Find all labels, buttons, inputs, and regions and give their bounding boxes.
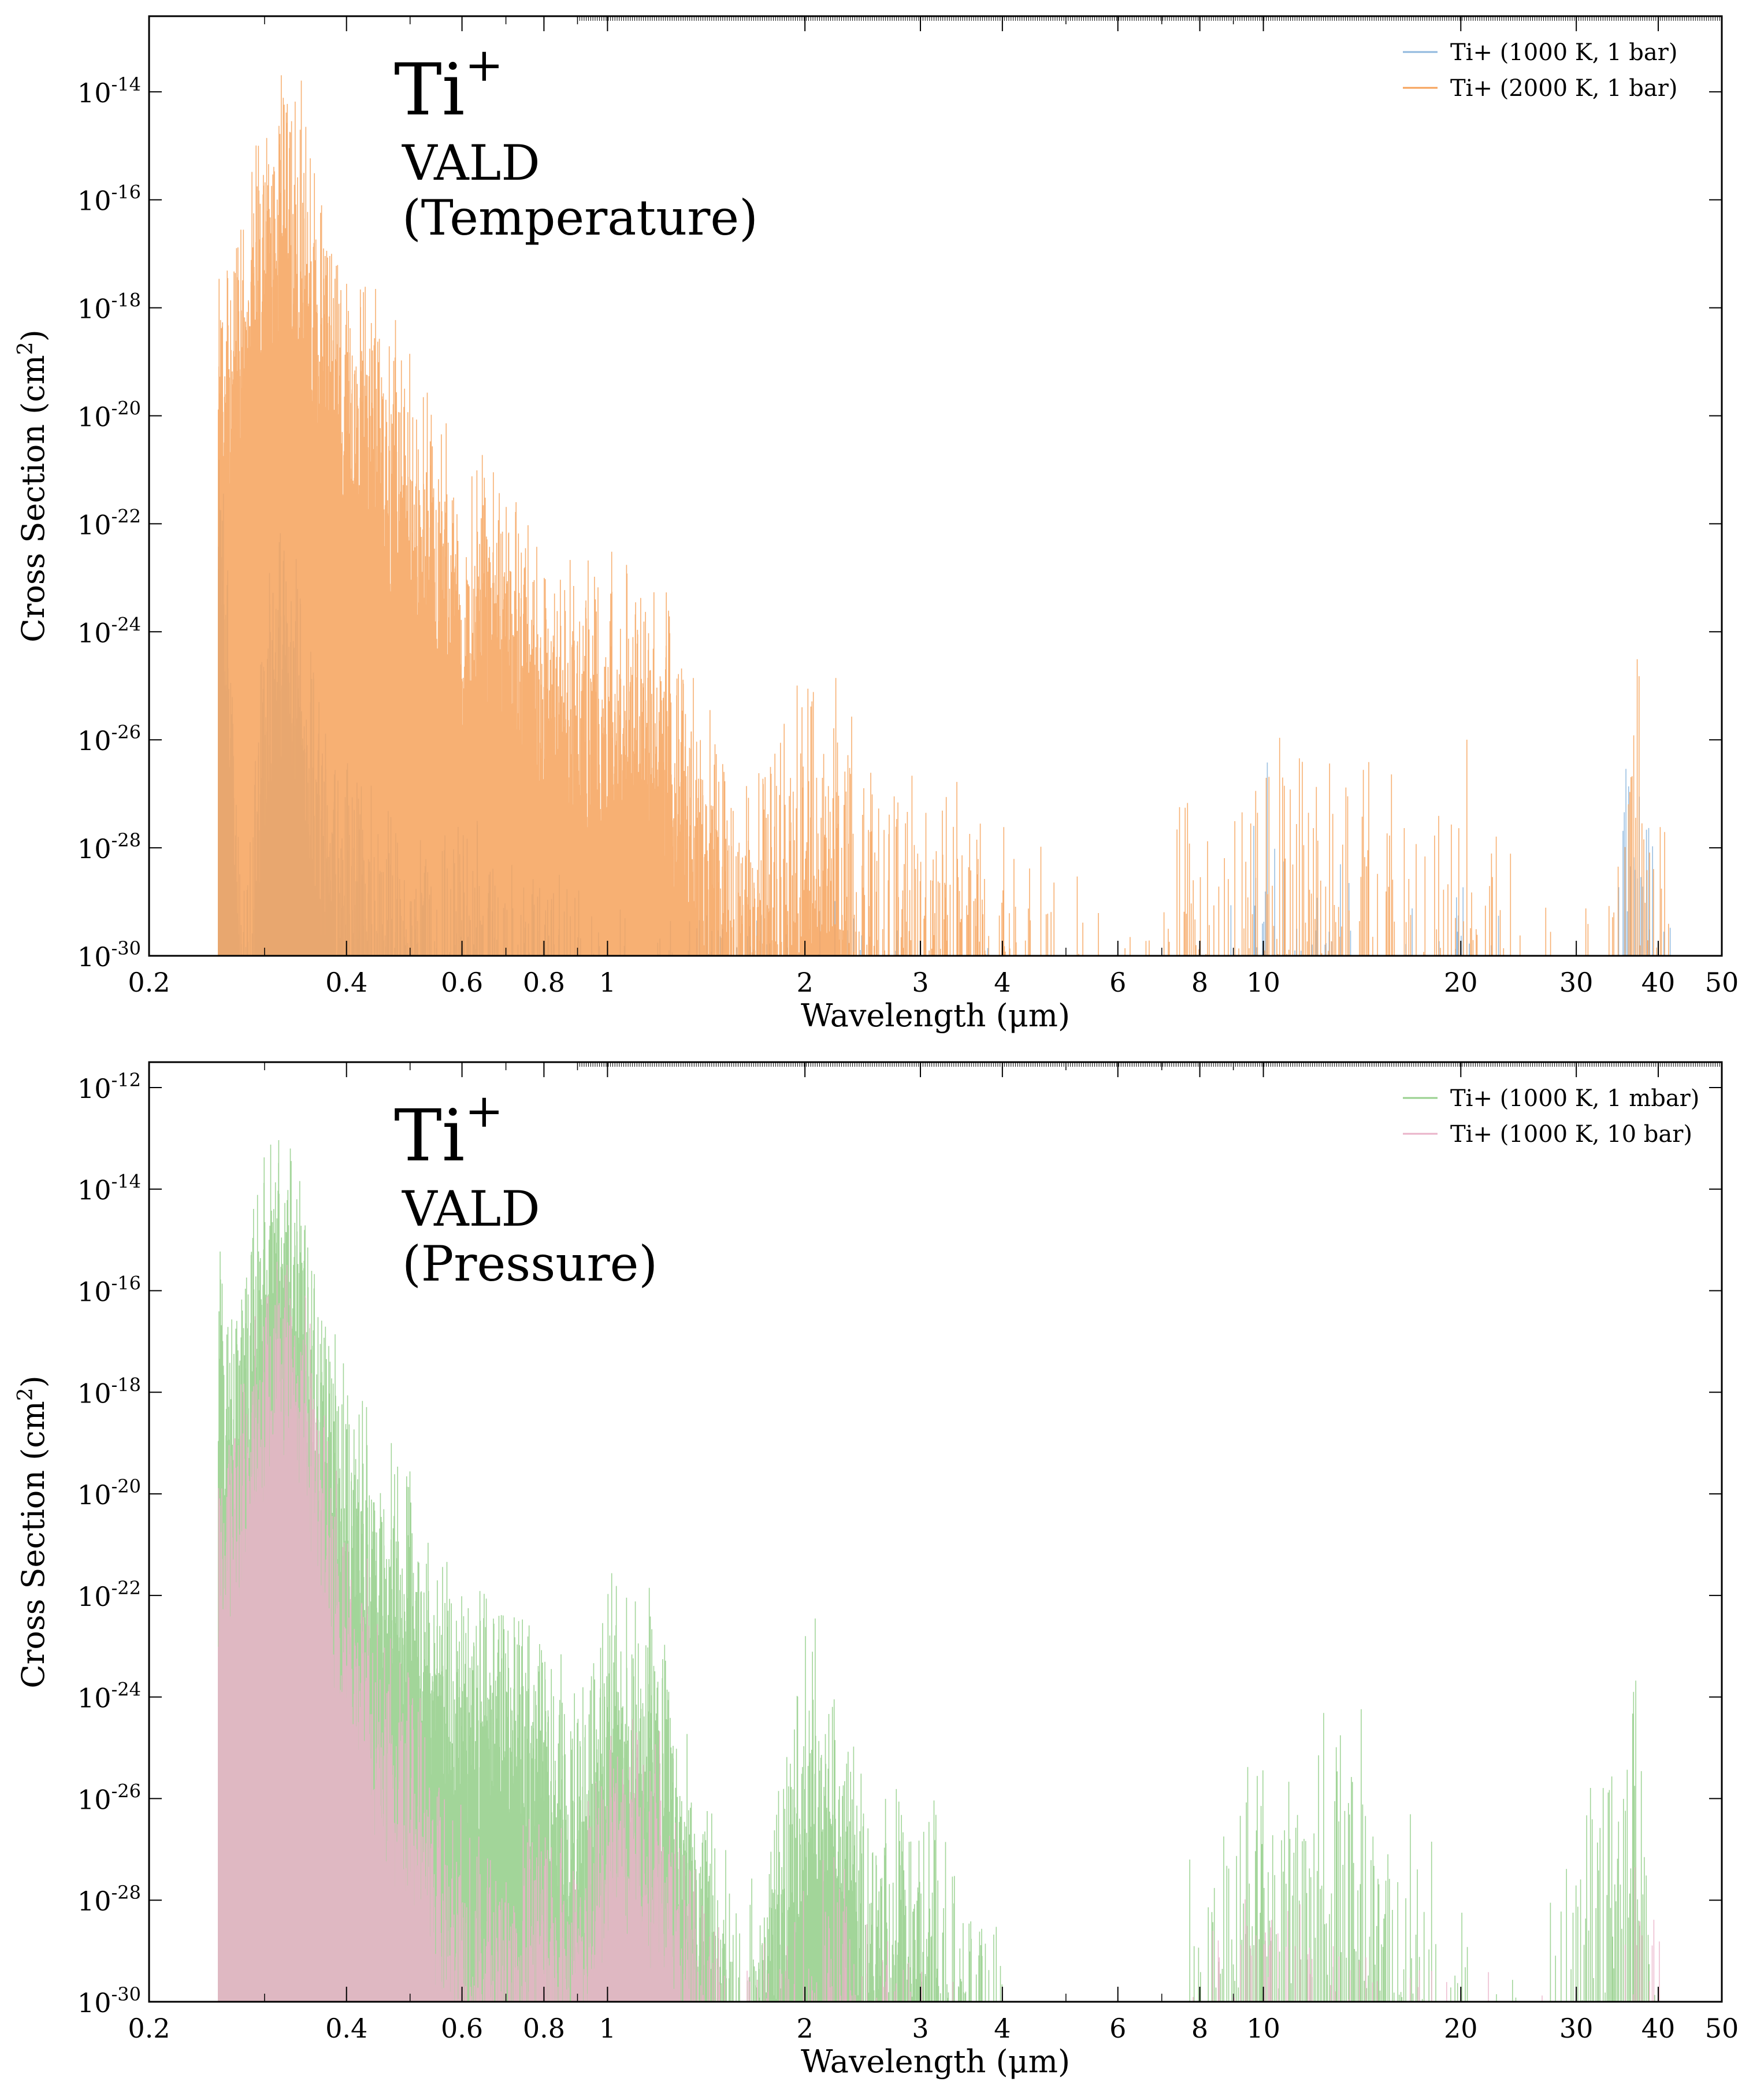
top-tick-band (577, 16, 1720, 21)
x-tick-label: 1 (599, 2013, 616, 2044)
x-tick-label: 3 (912, 2013, 929, 2044)
x-tick-label: 0.8 (523, 2013, 565, 2044)
y-tick-label: 10-12 (77, 1069, 141, 1104)
annotation-database: VALD (402, 1181, 540, 1237)
panel-temperature: 0.2 0.4 0.6 0.8 1 2 3 4 6 8 10 20 30 40 50 10-30 10-28 10… (14, 15, 1739, 1034)
y-tick-label: 10-18 (77, 290, 141, 325)
series-line-1 (218, 75, 1672, 956)
y-tick-label: 10-22 (77, 505, 141, 540)
y-tick-label: 10-16 (77, 181, 141, 217)
x-tick-label: 4 (994, 2013, 1011, 2044)
top-tick-band (577, 1062, 1720, 1067)
y-axis-label: Cross Section (cm2) (14, 329, 51, 642)
x-tick-label: 8 (1191, 967, 1208, 998)
y-tick-label: 10-26 (77, 1780, 141, 1815)
y-tick-label: 10-14 (77, 73, 141, 109)
x-tick-label: 20 (1444, 967, 1478, 998)
annotation-variant: (Pressure) (402, 1235, 658, 1292)
y-tick-label: 10-24 (77, 1679, 141, 1714)
x-tick-label: 10 (1246, 967, 1280, 998)
x-tick-label: 0.4 (325, 2013, 367, 2044)
x-tick-label: 6 (1109, 967, 1126, 998)
x-tick-label: 3 (912, 967, 929, 998)
x-tick-label: 40 (1641, 2013, 1676, 2044)
y-tick-label: 10-24 (77, 613, 141, 648)
x-tick-label: 2 (797, 967, 814, 998)
x-tick-label: 30 (1559, 967, 1594, 998)
y-tick-label: 10-16 (77, 1272, 141, 1308)
legend-label-1: Ti+ (1000 K, 10 bar) (1450, 1121, 1692, 1148)
x-tick-label: 30 (1559, 2013, 1594, 2044)
annotation-variant: (Temperature) (402, 190, 758, 246)
x-tick-label: 4 (994, 967, 1011, 998)
plot-area (218, 75, 1672, 956)
y-tick-label: 10-18 (77, 1374, 141, 1409)
x-tick-label: 20 (1444, 2013, 1478, 2044)
y-tick-label: 10-28 (77, 1882, 141, 1917)
series-line-0 (218, 1140, 1691, 2002)
plot-area (218, 1140, 1691, 2002)
y-tick-label: 10-30 (77, 1983, 141, 2019)
panel-pressure: 0.2 0.4 0.6 0.8 1 2 3 4 6 8 10 20 30 40 50 10-30 10-28 10… (14, 1061, 1739, 2080)
x-tick-label: 10 (1246, 2013, 1280, 2044)
x-tick-label: 40 (1641, 967, 1676, 998)
axes-frame (148, 1061, 1723, 2003)
legend-label-1: Ti+ (2000 K, 1 bar) (1450, 75, 1677, 102)
legend-label-0: Ti+ (1000 K, 1 bar) (1450, 39, 1677, 66)
x-tick-label: 0.2 (128, 2013, 170, 2044)
x-tick-label: 50 (1705, 2013, 1739, 2044)
x-tick-label: 1 (599, 967, 616, 998)
x-axis-label: Wavelength (μm) (801, 2043, 1070, 2080)
y-tick-label: 10-22 (77, 1577, 141, 1612)
y-axis-label: Cross Section (cm2) (14, 1375, 51, 1688)
legend-label-0: Ti+ (1000 K, 1 mbar) (1450, 1085, 1699, 1112)
x-tick-label: 0.6 (441, 967, 483, 998)
axes-frame (148, 15, 1723, 957)
y-tick-label: 10-26 (77, 721, 141, 756)
x-tick-label: 0.4 (325, 967, 367, 998)
x-tick-label: 2 (797, 2013, 814, 2044)
annotation-database: VALD (402, 135, 540, 191)
series-line-1 (218, 1262, 1671, 2002)
annotation-species: Ti+ (394, 38, 503, 132)
y-tick-label: 10-28 (77, 829, 141, 865)
y-tick-label: 10-20 (77, 1475, 141, 1511)
x-tick-label: 50 (1705, 967, 1739, 998)
x-tick-label: 0.2 (128, 967, 170, 998)
y-tick-label: 10-20 (77, 398, 141, 433)
x-tick-label: 8 (1191, 2013, 1208, 2044)
x-axis-label: Wavelength (μm) (801, 997, 1070, 1034)
x-tick-label: 0.8 (523, 967, 565, 998)
y-tick-label: 10-14 (77, 1171, 141, 1206)
x-tick-label: 6 (1109, 2013, 1126, 2044)
x-tick-label: 0.6 (441, 2013, 483, 2044)
annotation-species: Ti+ (394, 1084, 503, 1178)
y-tick-label: 10-30 (77, 937, 141, 973)
